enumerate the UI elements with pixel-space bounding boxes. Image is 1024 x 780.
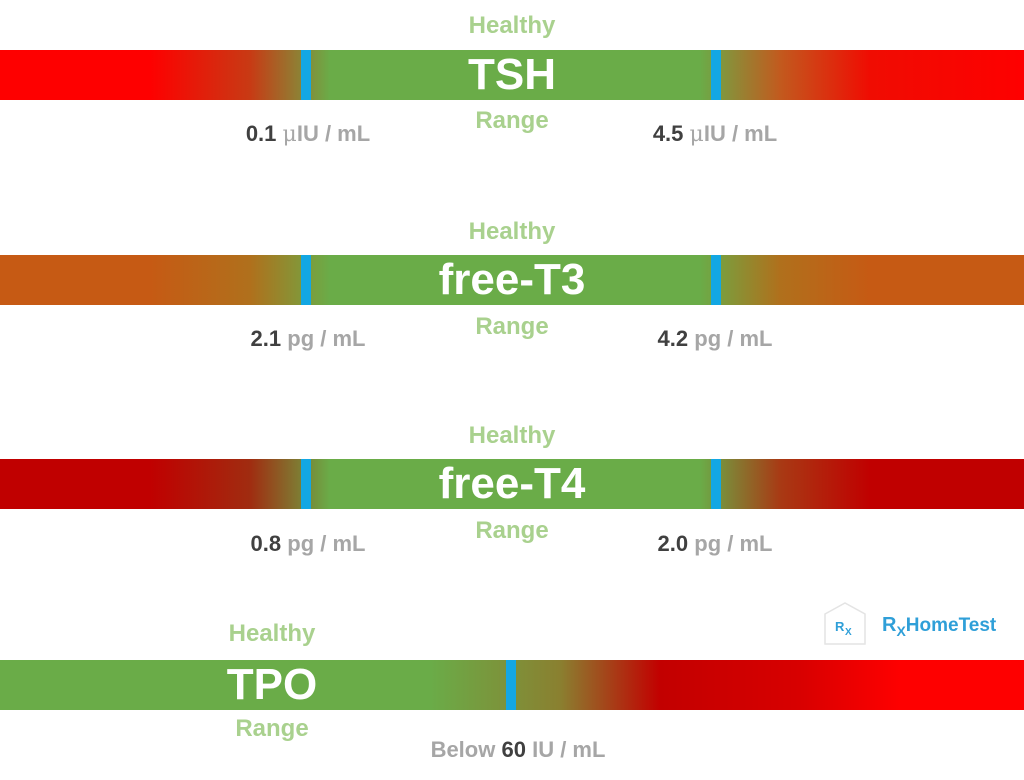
- t3-high-marker: [711, 255, 721, 305]
- t4-high-value: 2.0: [657, 531, 689, 556]
- tsh-high-limit: 4.5 μIU / mL: [605, 121, 825, 147]
- tsh-low-unit: IU / mL: [296, 121, 371, 146]
- t4-healthy-label: Healthy: [468, 422, 556, 449]
- house-icon: R X: [824, 602, 866, 645]
- tpo-bar-title: TPO: [226, 660, 318, 709]
- tsh-high-unit: IU / mL: [703, 121, 778, 146]
- tsh-low-mu: μ: [282, 122, 297, 147]
- tpo-limit-marker: [506, 660, 516, 710]
- tsh-low-limit: 0.1 μIU / mL: [198, 121, 418, 147]
- brand-name: RXHomeTest: [882, 614, 997, 639]
- t4-low-limit: 0.8 pg / mL: [198, 531, 418, 557]
- t4-high-unit: pg / mL: [694, 531, 773, 556]
- t3-range-bar: free-T3: [0, 255, 1024, 305]
- tpo-limit-unit: IU / mL: [532, 737, 606, 762]
- brand-x: X: [896, 623, 906, 639]
- t3-high-unit: pg / mL: [694, 326, 773, 351]
- tsh-high-mu: μ: [689, 122, 704, 147]
- t3-low-marker: [301, 255, 311, 305]
- tpo-range-bar: TPO: [0, 660, 1024, 710]
- tpo-limit-value: 60: [501, 737, 526, 762]
- tsh-low-value: 0.1: [245, 121, 277, 146]
- t3-low-value: 2.1: [250, 326, 282, 351]
- t4-high-limit: 2.0 pg / mL: [605, 531, 825, 557]
- t3-high-limit: 4.2 pg / mL: [605, 326, 825, 352]
- tsh-healthy-label: Healthy: [468, 12, 556, 39]
- tsh-range-label: Range: [475, 107, 549, 134]
- tpo-healthy-label: Healthy: [228, 620, 316, 647]
- t4-high-marker: [711, 459, 721, 509]
- tsh-low-marker: [301, 50, 311, 100]
- tsh-range-bar: TSH: [0, 50, 1024, 100]
- brand-hometest: HomeTest: [905, 615, 997, 636]
- t4-range-label: Range: [475, 517, 549, 544]
- tpo-range-label: Range: [235, 715, 309, 742]
- house-icon-x: X: [845, 627, 852, 638]
- tpo-limit: Below 60 IU / mL: [388, 737, 648, 763]
- t3-bar-title: free-T3: [438, 255, 586, 304]
- t4-range-bar: free-T4: [0, 459, 1024, 509]
- t4-low-unit: pg / mL: [287, 531, 366, 556]
- t3-low-unit: pg / mL: [287, 326, 366, 351]
- t4-low-value: 0.8: [250, 531, 282, 556]
- t3-healthy-label: Healthy: [468, 218, 556, 245]
- t4-low-marker: [301, 459, 311, 509]
- brand-r: R: [882, 614, 897, 636]
- tpo-limit-prefix: Below: [430, 737, 496, 762]
- tsh-bar-title: TSH: [468, 50, 556, 99]
- t3-high-value: 4.2: [657, 326, 689, 351]
- house-icon-r: R: [835, 619, 845, 634]
- tsh-high-value: 4.5: [652, 121, 684, 146]
- t3-range-label: Range: [475, 313, 549, 340]
- t3-low-limit: 2.1 pg / mL: [198, 326, 418, 352]
- t4-bar-title: free-T4: [438, 459, 586, 508]
- rx-hometest-logo: R X RXHomeTest: [822, 600, 1012, 648]
- tsh-high-marker: [711, 50, 721, 100]
